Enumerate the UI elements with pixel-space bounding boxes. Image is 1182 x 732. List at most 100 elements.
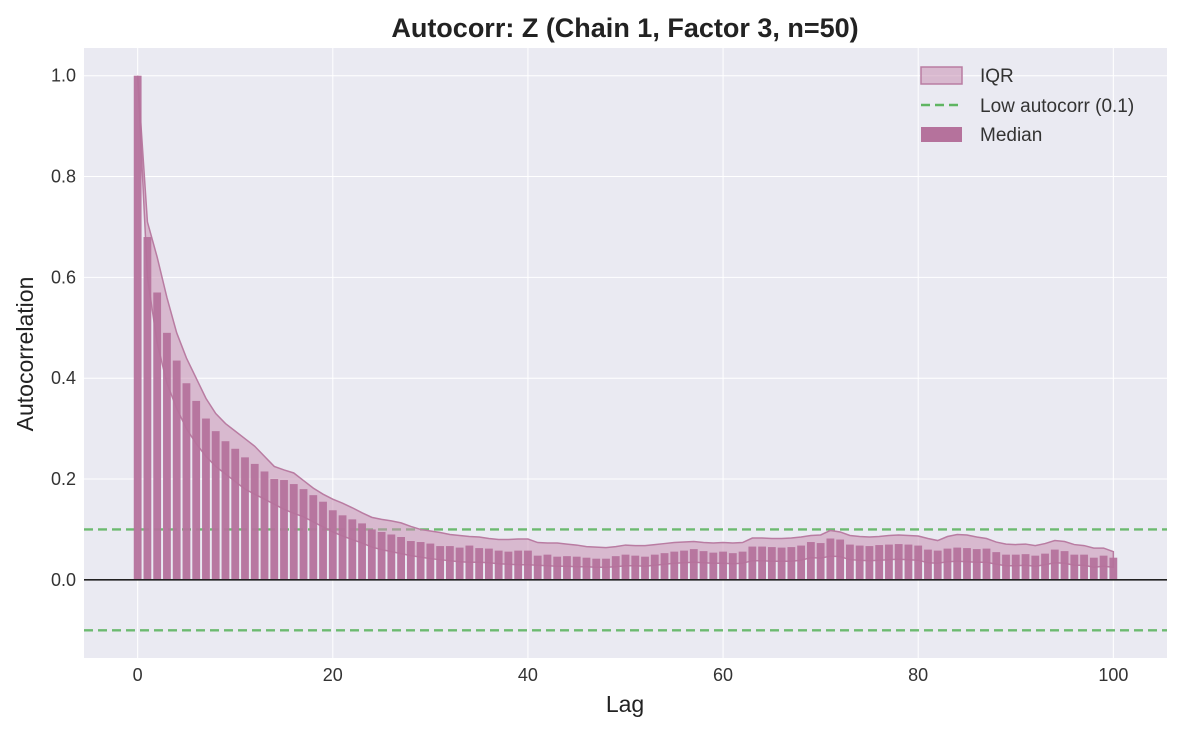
median-bar (963, 548, 971, 580)
median-bar (758, 546, 766, 580)
threshold-lines (84, 528, 1167, 632)
median-bar (875, 545, 884, 580)
median-bar (1060, 551, 1069, 580)
median-bar (514, 550, 523, 580)
median-bar (280, 480, 288, 580)
median-bar (192, 400, 201, 580)
median-bar (670, 551, 679, 580)
y-tick-label: 0.6 (51, 267, 76, 287)
median-bar (1041, 553, 1049, 580)
y-tick-label: 0.2 (51, 469, 76, 489)
median-bar (358, 523, 366, 580)
median-bar (748, 546, 757, 580)
median-bar (504, 551, 513, 580)
median-bar (524, 550, 532, 580)
median-bar (1080, 554, 1088, 580)
median-bar (602, 558, 610, 580)
median-bar (728, 553, 737, 580)
median-bar (816, 543, 825, 580)
median-bar (885, 544, 893, 580)
y-tick-label: 1.0 (51, 66, 76, 86)
median-bar (211, 431, 220, 580)
median-bar (855, 545, 864, 580)
median-bar (387, 534, 396, 580)
median-bar (202, 418, 210, 580)
median-bar (924, 549, 932, 580)
median-bar (699, 551, 708, 580)
chart-title: Autocorr: Z (Chain 1, Factor 3, n=50) (391, 13, 858, 43)
median-bar (592, 558, 601, 580)
median-bar (631, 555, 640, 580)
x-tick-label: 20 (323, 665, 343, 685)
median-bar (806, 542, 815, 580)
x-tick-label: 80 (908, 665, 928, 685)
median-bar (836, 539, 845, 580)
median-bar (416, 542, 425, 580)
median-bar (250, 463, 259, 580)
median-bar (982, 548, 991, 580)
median-bar (894, 544, 903, 580)
legend-median-swatch (921, 127, 962, 142)
median-bar (465, 545, 474, 580)
median-bar (241, 457, 249, 580)
median-bar (689, 549, 698, 580)
median-bar (445, 546, 454, 580)
median-bar (972, 549, 981, 580)
median-bar (455, 547, 464, 580)
median-bar (143, 237, 152, 580)
median-bar (133, 75, 142, 580)
median-bar (826, 538, 835, 580)
y-tick-label: 0.4 (51, 368, 76, 388)
median-bar (563, 556, 571, 580)
median-bar (172, 360, 181, 580)
median-bar (406, 541, 415, 580)
median-bar (738, 551, 747, 580)
median-bar (377, 531, 386, 580)
median-bar (582, 557, 591, 580)
median-bar (231, 448, 240, 580)
median-bar (270, 479, 279, 580)
y-tick-labels: 0.0 0.2 0.4 0.6 0.8 1.0 (51, 66, 76, 590)
median-bar (1070, 554, 1079, 580)
median-bar (553, 556, 562, 580)
median-bar (182, 383, 191, 580)
median-bar (328, 510, 337, 580)
median-bar (611, 556, 620, 580)
median-bar (777, 547, 786, 580)
median-bar (485, 548, 493, 580)
median-bar (163, 332, 171, 580)
median-bar (650, 554, 659, 580)
median-bar (1011, 554, 1020, 580)
median-bar (709, 552, 718, 580)
median-bar (680, 550, 688, 580)
median-bar (904, 544, 913, 580)
median-bar (943, 548, 952, 580)
x-axis-label: Lag (606, 691, 644, 717)
legend-median-label: Median (980, 125, 1042, 146)
median-bar (914, 545, 923, 580)
median-bar (348, 519, 357, 580)
median-bar (953, 547, 962, 580)
legend-threshold-label: Low autocorr (0.1) (980, 96, 1134, 117)
y-axis-label: Autocorrelation (12, 277, 38, 432)
median-bar (641, 556, 649, 580)
median-bars (133, 75, 1118, 580)
x-tick-label: 60 (713, 665, 733, 685)
y-tick-label: 0.8 (51, 167, 76, 187)
median-bar (621, 554, 630, 580)
median-bar (865, 546, 874, 580)
legend: IQR Low autocorr (0.1) Median (920, 66, 1134, 146)
median-bar (846, 544, 854, 580)
median-bar (992, 552, 1001, 580)
median-bar (309, 495, 318, 580)
median-bar (1031, 555, 1040, 580)
median-bar (221, 441, 230, 580)
median-bar (1050, 549, 1059, 580)
median-bar (494, 550, 503, 580)
median-bar (787, 547, 796, 580)
legend-iqr-label: IQR (980, 66, 1014, 87)
median-bar (319, 501, 327, 580)
median-bar (397, 537, 405, 580)
median-bar (436, 546, 445, 580)
legend-iqr-swatch (920, 66, 963, 85)
